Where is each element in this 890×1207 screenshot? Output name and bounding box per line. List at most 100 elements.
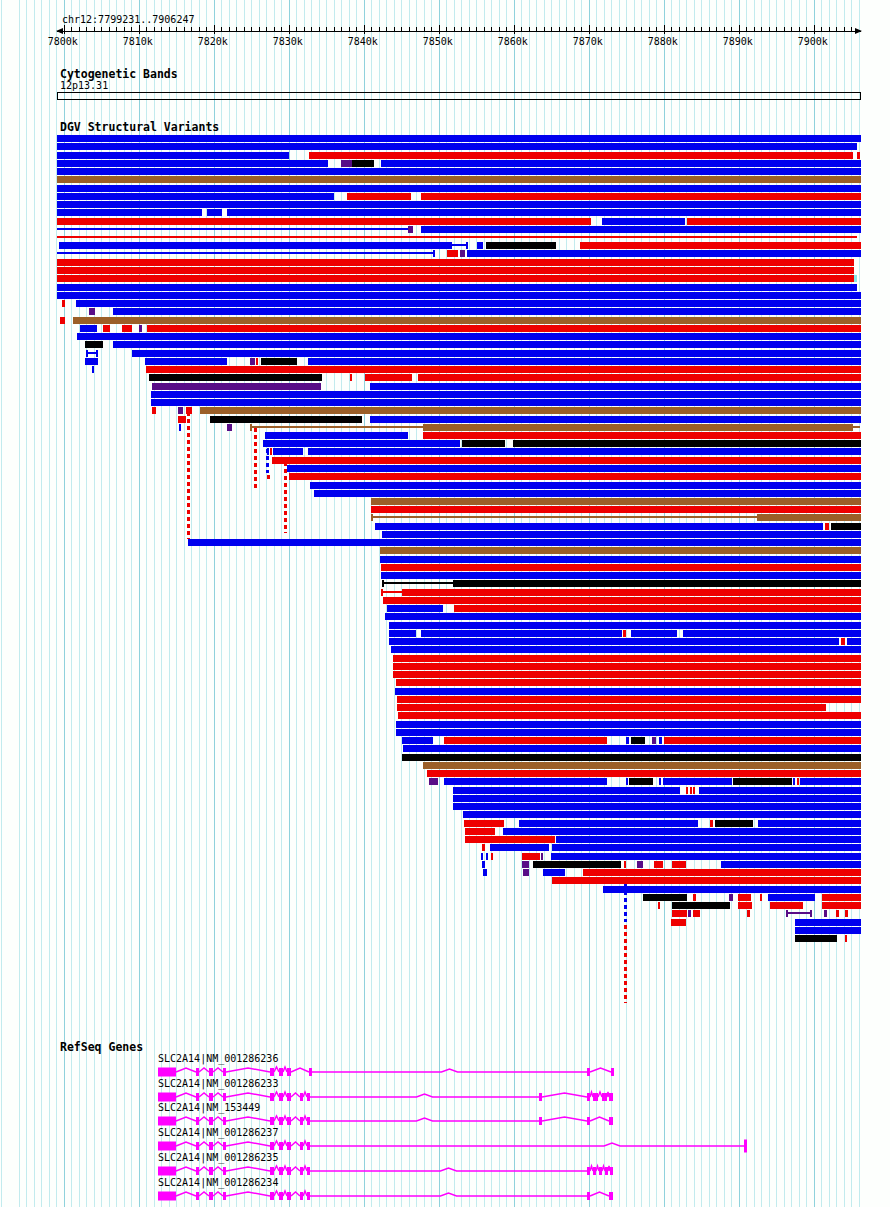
variant-bar[interactable] <box>396 679 861 686</box>
variant-bar[interactable] <box>383 591 402 593</box>
variant-bar[interactable] <box>857 152 860 159</box>
variant-bar[interactable] <box>57 284 857 291</box>
variant-bar[interactable] <box>672 902 730 909</box>
variant-bar[interactable] <box>687 218 861 225</box>
variant-bar[interactable] <box>523 869 529 876</box>
variant-bar[interactable] <box>483 869 487 876</box>
variant-bar[interactable] <box>57 236 857 238</box>
variant-bar[interactable] <box>454 605 861 612</box>
variant-bar[interactable] <box>541 853 543 860</box>
variant-bar[interactable] <box>57 185 861 192</box>
variant-bar[interactable] <box>88 352 96 354</box>
variant-bar[interactable] <box>583 869 861 876</box>
variant-bar[interactable] <box>444 737 607 744</box>
variant-bar[interactable] <box>227 424 232 431</box>
variant-bar[interactable] <box>57 168 861 175</box>
variant-bar[interactable] <box>552 877 861 884</box>
variant-bar[interactable] <box>57 193 334 200</box>
variant-bar[interactable] <box>467 250 861 257</box>
variant-bar[interactable] <box>352 160 374 167</box>
variant-bar[interactable] <box>810 910 812 917</box>
variant-bar[interactable] <box>580 242 861 249</box>
variant-bar[interactable] <box>423 762 861 769</box>
variant-bar[interactable] <box>847 638 861 645</box>
variant-bar[interactable] <box>854 275 857 282</box>
variant-bar[interactable] <box>261 358 297 365</box>
variant-bar[interactable] <box>663 778 732 785</box>
variant-bar[interactable] <box>389 638 839 645</box>
variant-bar[interactable] <box>396 729 861 736</box>
variant-bar[interactable] <box>462 440 505 447</box>
variant-bar[interactable] <box>715 820 753 827</box>
variant-bar[interactable] <box>375 523 823 530</box>
variant-bar[interactable] <box>263 440 460 447</box>
variant-bar[interactable] <box>382 531 861 538</box>
variant-breakpoint-dashed-line[interactable] <box>624 884 627 922</box>
variant-bar[interactable] <box>831 523 861 530</box>
variant-bar[interactable] <box>73 317 861 324</box>
variant-bar[interactable] <box>145 358 227 365</box>
variant-bar[interactable] <box>256 358 258 365</box>
variant-bar[interactable] <box>795 919 861 926</box>
variant-bar[interactable] <box>690 787 692 794</box>
variant-bar[interactable] <box>643 894 687 901</box>
variant-bar[interactable] <box>631 630 677 637</box>
variant-bar[interactable] <box>797 778 799 785</box>
variant-bar[interactable] <box>387 605 443 612</box>
variant-bar[interactable] <box>76 300 861 307</box>
variant-bar[interactable] <box>402 589 861 596</box>
variant-bar[interactable] <box>733 778 792 785</box>
variant-bar[interactable] <box>477 242 483 249</box>
variant-bar[interactable] <box>370 383 861 390</box>
variant-bar[interactable] <box>654 861 663 868</box>
variant-bar[interactable] <box>738 894 751 901</box>
variant-bar[interactable] <box>629 778 653 785</box>
variant-bar[interactable] <box>210 416 362 423</box>
variant-bar[interactable] <box>466 242 468 249</box>
variant-bar[interactable] <box>393 671 861 678</box>
variant-bar[interactable] <box>760 894 762 901</box>
variant-bar[interactable] <box>447 250 458 257</box>
variant-bar[interactable] <box>371 506 861 513</box>
variant-bar[interactable] <box>671 919 686 926</box>
variant-bar[interactable] <box>845 935 847 942</box>
variant-bar[interactable] <box>626 778 628 785</box>
variant-bar[interactable] <box>310 482 861 489</box>
variant-bar[interactable] <box>464 820 504 827</box>
variant-bar[interactable] <box>308 358 861 365</box>
variant-bar[interactable] <box>460 250 465 257</box>
variant-bar[interactable] <box>314 490 861 497</box>
variant-bar[interactable] <box>85 358 98 365</box>
variant-bar[interactable] <box>365 374 412 381</box>
cytoband-rect[interactable] <box>57 92 861 100</box>
variant-bar[interactable] <box>853 426 860 428</box>
variant-bar[interactable] <box>347 193 411 200</box>
variant-bar[interactable] <box>393 655 861 662</box>
variant-bar[interactable] <box>57 135 861 142</box>
variant-bar[interactable] <box>757 514 861 521</box>
variant-bar[interactable] <box>92 366 94 373</box>
variant-bar[interactable] <box>57 267 854 274</box>
variant-bar[interactable] <box>188 539 861 546</box>
variant-bar[interactable] <box>396 721 861 728</box>
variant-bar[interactable] <box>845 910 848 917</box>
variant-bar[interactable] <box>59 242 452 249</box>
variant-bar[interactable] <box>672 861 686 868</box>
variant-bar[interactable] <box>795 927 861 934</box>
variant-bar[interactable] <box>57 143 857 150</box>
variant-bar[interactable] <box>465 836 555 843</box>
variant-bar[interactable] <box>287 465 861 472</box>
variant-bar[interactable] <box>444 778 607 785</box>
variant-bar[interactable] <box>465 828 495 835</box>
variant-bar[interactable] <box>793 778 795 785</box>
variant-bar[interactable] <box>385 613 861 620</box>
variant-bar[interactable] <box>603 886 861 893</box>
variant-bar[interactable] <box>710 820 713 827</box>
variant-bar[interactable] <box>552 844 861 851</box>
variant-bar[interactable] <box>62 300 65 307</box>
variant-bar[interactable] <box>770 902 803 909</box>
variant-bar[interactable] <box>265 432 408 439</box>
variant-bar[interactable] <box>658 902 660 909</box>
variant-bar[interactable] <box>421 226 861 233</box>
variant-bar[interactable] <box>486 853 488 860</box>
